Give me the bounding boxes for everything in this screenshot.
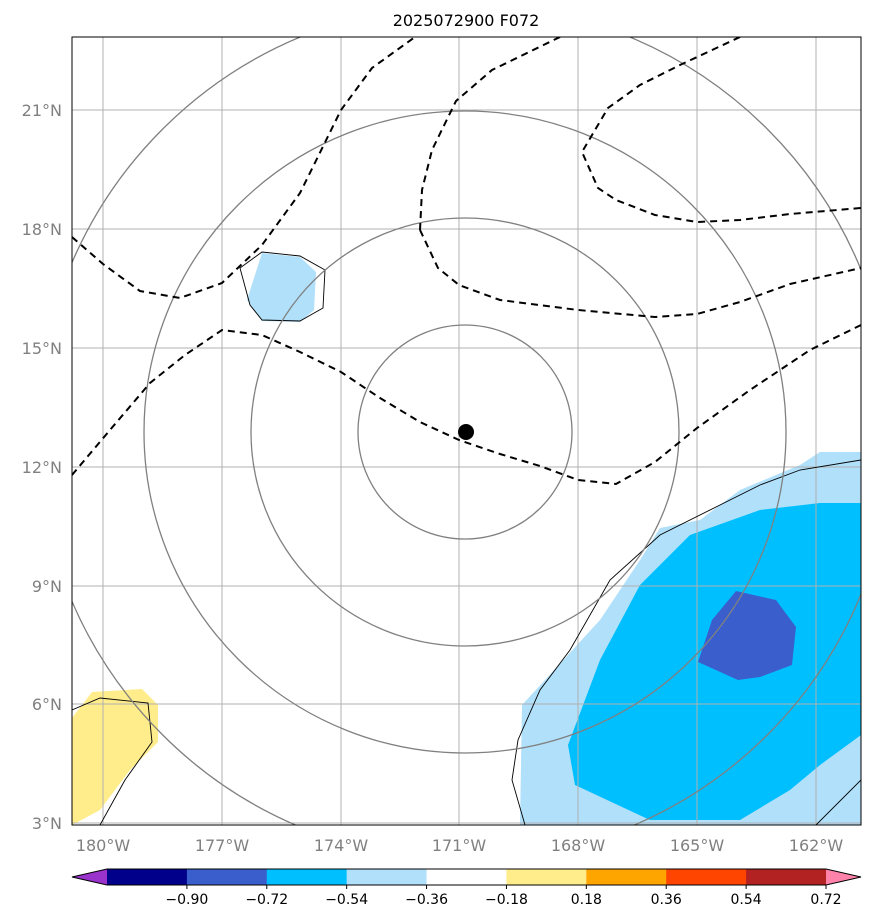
colorbar-segment xyxy=(426,869,507,885)
plot-frame xyxy=(71,36,862,826)
gridlines xyxy=(72,37,861,825)
dashed-contours xyxy=(72,37,861,486)
shade-yellow-west xyxy=(72,689,158,825)
colorbar-label: 0.72 xyxy=(810,892,841,908)
colorbar-extend-high xyxy=(826,869,861,885)
lat-label: 9°N xyxy=(32,577,62,596)
lon-label: 180°W xyxy=(76,836,131,855)
colorbar-label: 0.54 xyxy=(731,892,762,908)
colorbar: −0.90 −0.72 −0.54 −0.36 −0.18 0.18 0.36 0.54 0.7… xyxy=(71,868,862,908)
colorbar-segment xyxy=(586,869,667,885)
colorbar-segment xyxy=(266,869,348,885)
lat-label: 6°N xyxy=(32,695,62,714)
colorbar-segment xyxy=(666,869,747,885)
lat-label: 12°N xyxy=(22,458,62,477)
colorbar-label: −0.18 xyxy=(485,892,528,908)
distance-rings xyxy=(72,37,861,825)
colorbar-segment xyxy=(746,869,827,885)
colorbar-segment xyxy=(107,869,188,885)
lat-label: 18°N xyxy=(22,220,62,239)
colorbar-label: 0.18 xyxy=(571,892,602,908)
lon-label: 168°W xyxy=(551,836,606,855)
colorbar-extend-low xyxy=(72,869,107,885)
storm-center-marker xyxy=(458,424,474,440)
lat-label: 3°N xyxy=(32,814,62,833)
colorbar-label: −0.90 xyxy=(165,892,208,908)
colorbar-label: 0.36 xyxy=(651,892,682,908)
coastlines xyxy=(72,251,861,825)
map-title: 2025072900 F072 xyxy=(393,11,540,30)
lon-label: 162°W xyxy=(789,836,844,855)
lon-label: 165°W xyxy=(670,836,725,855)
lon-label: 177°W xyxy=(195,836,250,855)
lat-label: 21°N xyxy=(22,101,62,120)
colorbar-outline xyxy=(71,868,862,886)
colorbar-label: −0.72 xyxy=(245,892,288,908)
colorbar-segment xyxy=(346,869,428,885)
lon-label: 171°W xyxy=(432,836,487,855)
plot-area xyxy=(72,37,861,825)
lon-label: 174°W xyxy=(314,836,369,855)
longitude-labels: 180°W 177°W 174°W 171°W 168°W 165°W 162°… xyxy=(76,836,844,855)
shade-light-blue-island xyxy=(247,253,316,322)
colorbar-label: −0.54 xyxy=(325,892,368,908)
colorbar-segment xyxy=(506,869,587,885)
shade-royal-blue xyxy=(698,591,796,680)
colorbar-segment xyxy=(186,869,268,885)
colorbar-label: −0.36 xyxy=(405,892,448,908)
latitude-labels: 21°N 18°N 15°N 12°N 9°N 6°N 3°N xyxy=(22,101,62,833)
lat-label: 15°N xyxy=(22,339,62,358)
